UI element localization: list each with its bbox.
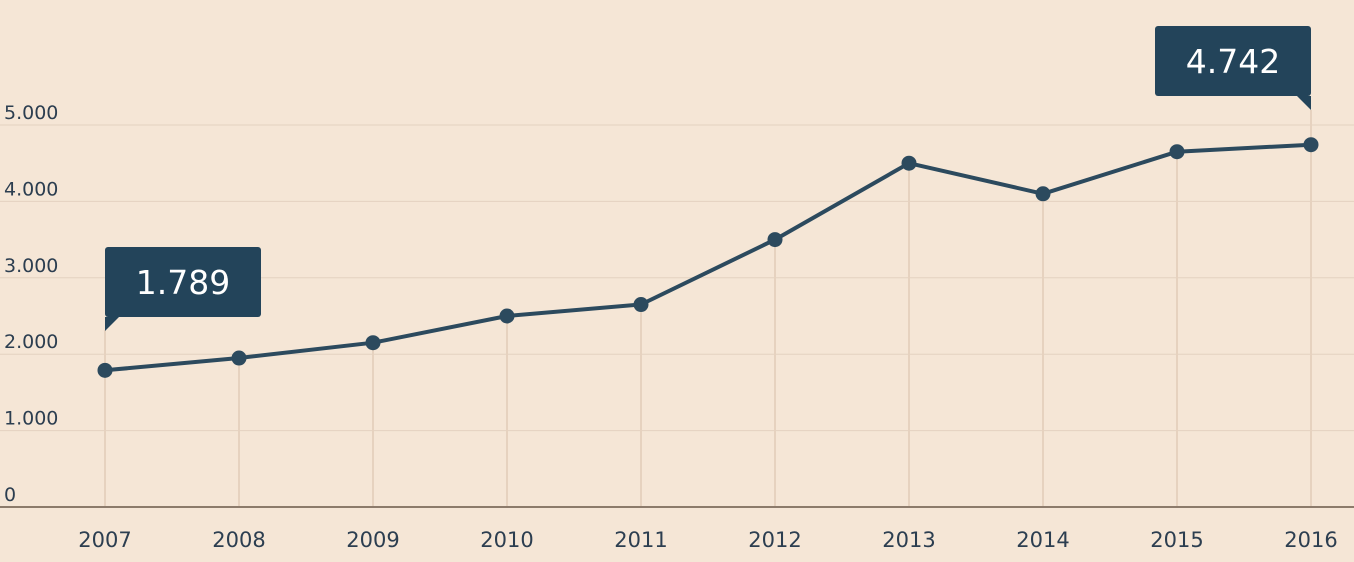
series-layer — [103, 142, 1313, 373]
x-tick-label: 2012 — [748, 528, 801, 552]
data-point — [1169, 144, 1185, 160]
callout-pointer — [1297, 96, 1311, 110]
y-tick-label: 5.000 — [4, 102, 58, 124]
series-line — [103, 142, 1313, 373]
y-tick-label: 1.000 — [4, 408, 58, 430]
x-tick-label: 2007 — [78, 528, 131, 552]
data-point — [1303, 137, 1319, 153]
callout-box — [105, 247, 261, 317]
x-tick-label: 2008 — [212, 528, 265, 552]
y-tick-label: 2.000 — [4, 331, 58, 353]
x-tick-label: 2011 — [614, 528, 667, 552]
callout-label: 4.742 — [1186, 42, 1280, 81]
data-point — [633, 297, 649, 313]
x-tick-labels: 2007 2008 2009 2010 2011 2012 2013 2014 2015 2016 — [78, 528, 1337, 552]
callouts: 1.789 4.742 — [105, 26, 1311, 331]
y-tick-label: 0 — [4, 484, 16, 506]
x-tick-label: 2016 — [1284, 528, 1337, 552]
x-tick-label: 2009 — [346, 528, 399, 552]
data-point — [767, 232, 783, 248]
data-point — [365, 335, 381, 351]
data-point — [1035, 186, 1051, 202]
x-tick-label: 2014 — [1016, 528, 1069, 552]
data-point — [231, 350, 247, 366]
y-tick-label: 4.000 — [4, 178, 58, 200]
callout-label: 1.789 — [136, 263, 230, 302]
callout-box — [1155, 26, 1311, 96]
value-callout: 1.789 — [105, 247, 261, 331]
x-tick-label: 2015 — [1150, 528, 1203, 552]
data-points — [97, 137, 1319, 378]
x-tick-label: 2010 — [480, 528, 533, 552]
callout-pointer — [105, 317, 119, 331]
drop-lines — [104, 110, 1312, 507]
y-tick-label: 3.000 — [4, 255, 58, 277]
y-tick-labels: 0 1.000 2.000 3.000 4.000 5.000 — [4, 102, 58, 506]
value-callout: 4.742 — [1155, 26, 1311, 110]
data-point — [499, 308, 515, 324]
data-point — [901, 155, 917, 171]
data-point — [97, 362, 113, 378]
x-tick-label: 2013 — [882, 528, 935, 552]
